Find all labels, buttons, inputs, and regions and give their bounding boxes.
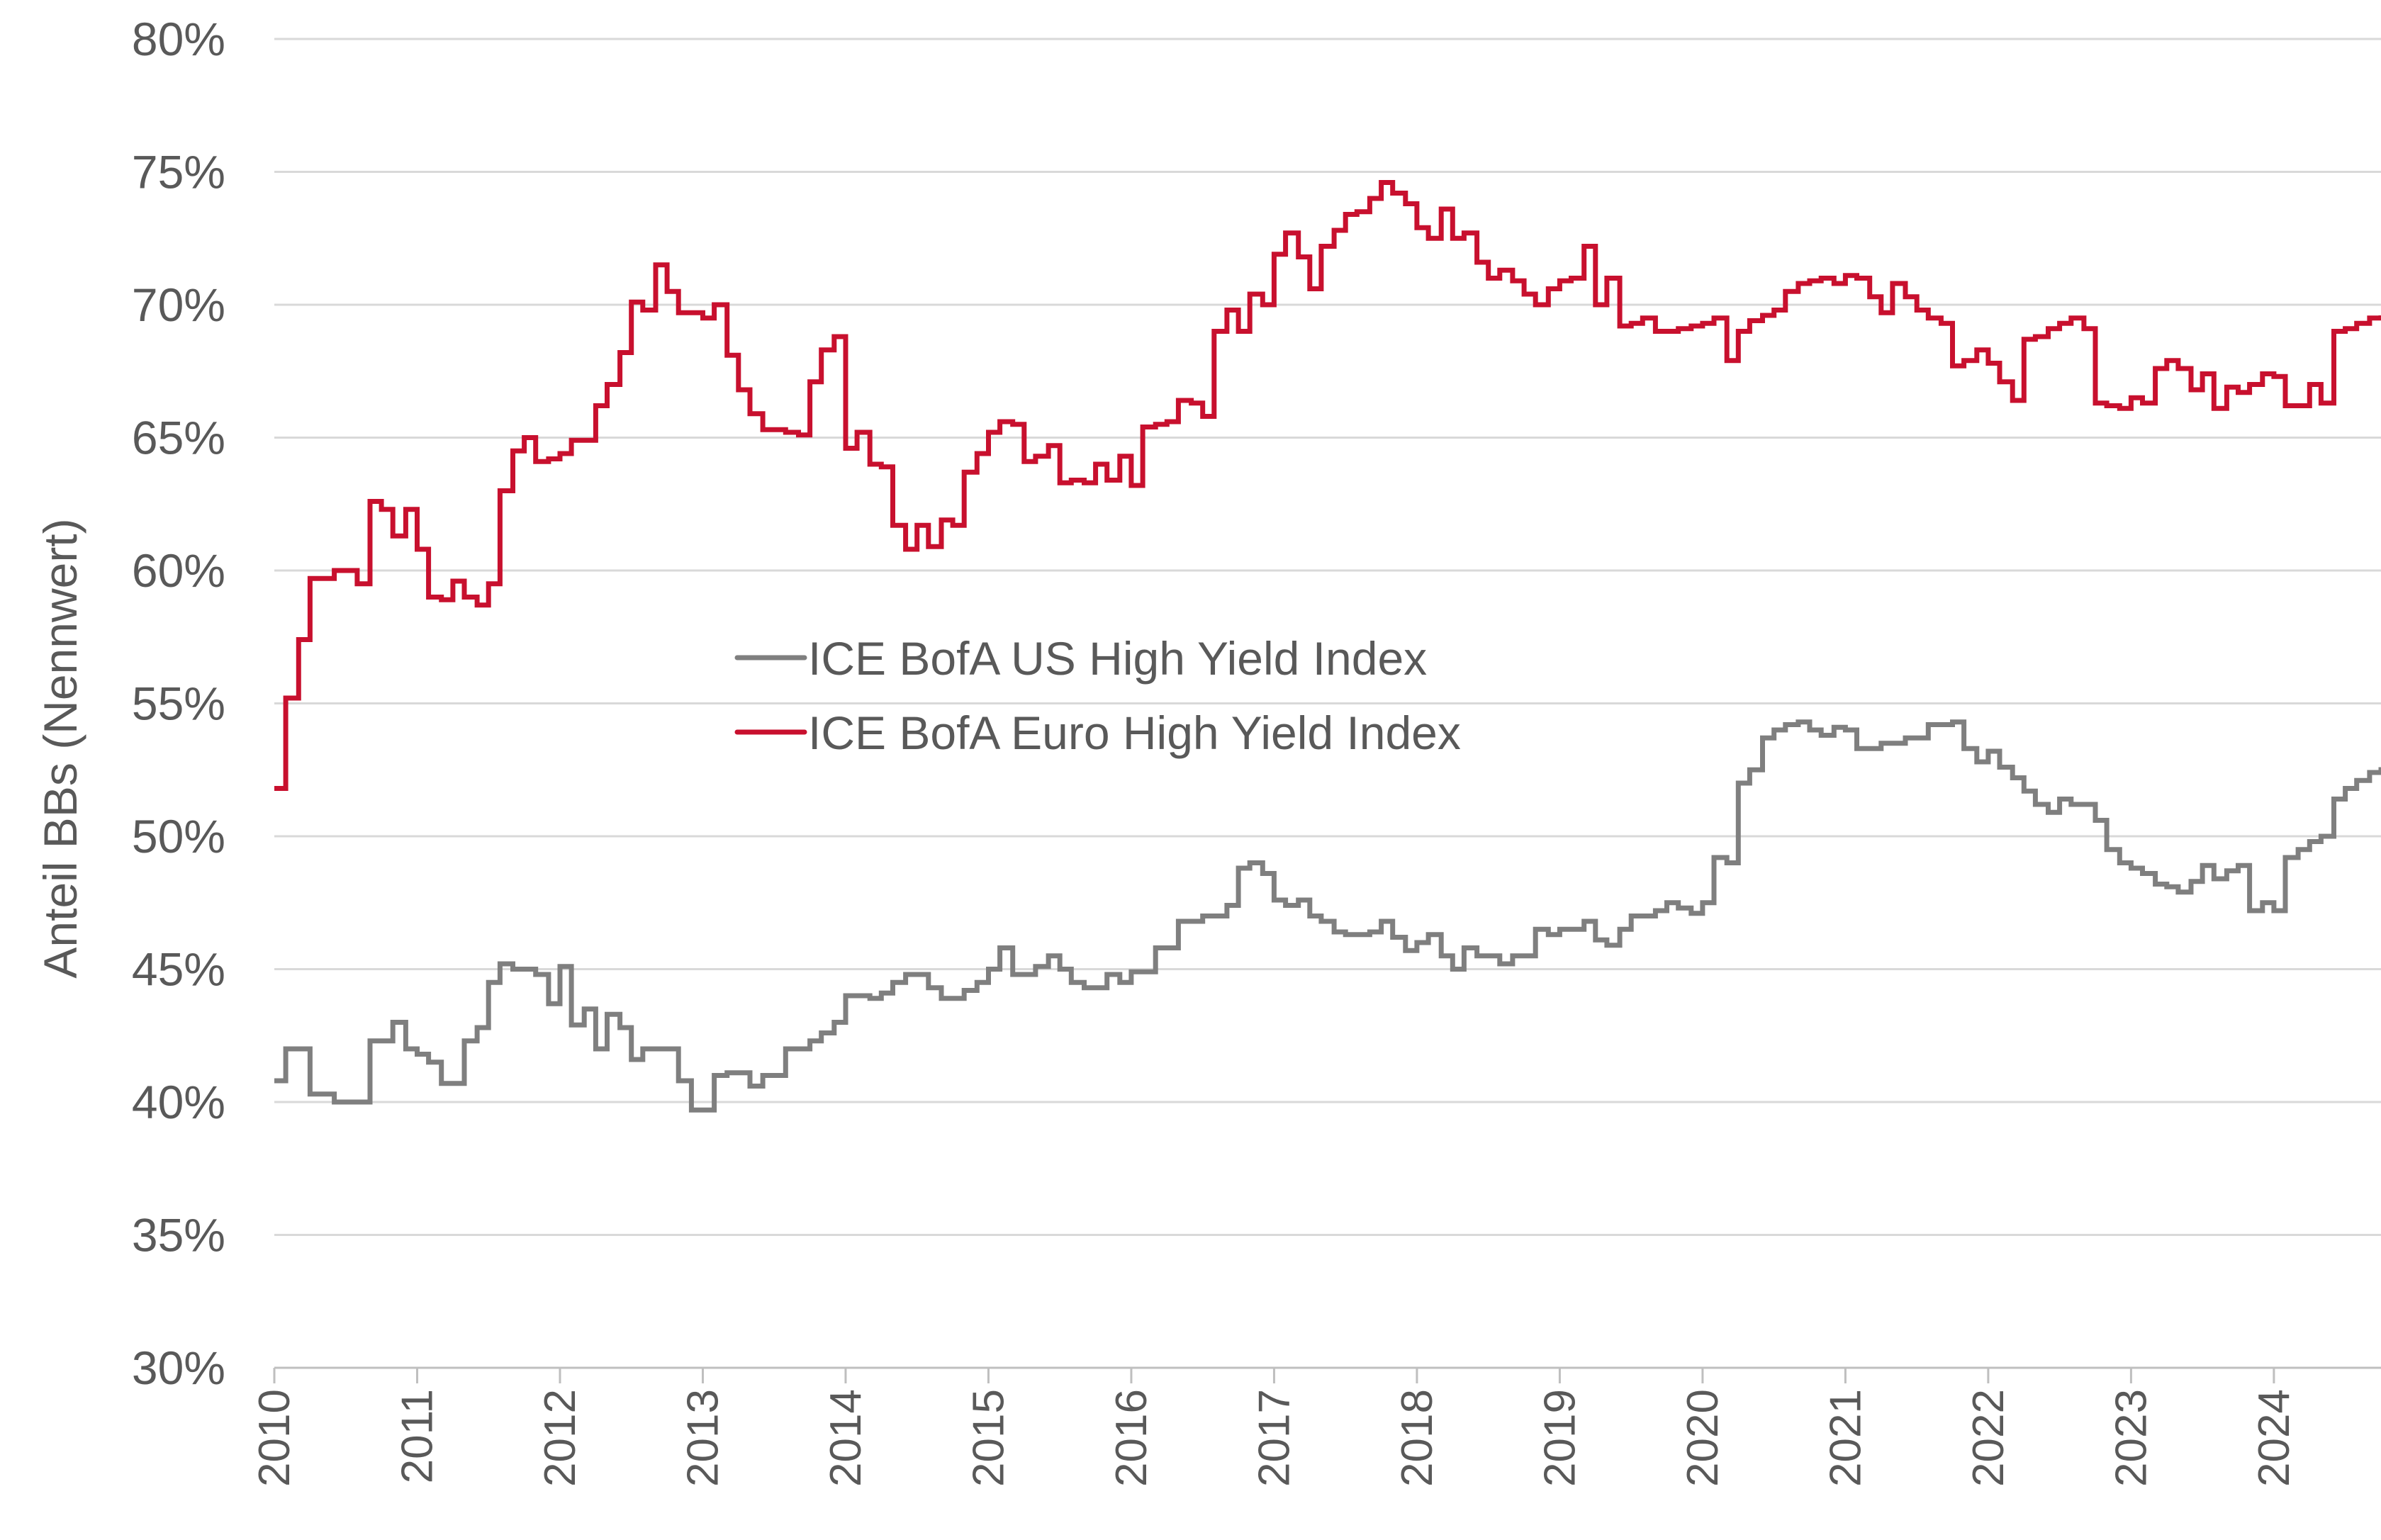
legend-label-us: ICE BofA US High Yield Index xyxy=(808,632,1427,685)
x-tick-label: 2018 xyxy=(1393,1389,1442,1487)
x-tick-label: 2019 xyxy=(1535,1389,1584,1487)
x-tick-label: 2020 xyxy=(1679,1389,1727,1487)
y-tick-label: 75% xyxy=(132,146,225,198)
y-tick-label: 35% xyxy=(132,1209,225,1261)
x-tick-label: 2023 xyxy=(2107,1389,2156,1487)
x-tick-label: 2017 xyxy=(1250,1389,1299,1487)
x-tick-label: 2012 xyxy=(536,1389,585,1487)
legend: ICE BofA US High Yield Index ICE BofA Eu… xyxy=(734,632,1461,759)
x-tick-label: 2016 xyxy=(1107,1389,1156,1487)
y-tick-label: 80% xyxy=(132,13,225,65)
x-axis: 2010 2011 2012 2013 2014 2015 2016 2017 2018 2019… xyxy=(250,1366,2381,1487)
x-tick-label: 2015 xyxy=(964,1389,1013,1487)
y-tick-label: 45% xyxy=(132,943,225,996)
x-tick-label: 2010 xyxy=(250,1389,299,1487)
y-tick-label: 55% xyxy=(132,678,225,730)
series-line-euro-high-yield xyxy=(274,180,2381,791)
y-axis-tick-labels: 30% 35% 40% 45% 50% 55% 60% 65% 70% 75% 80% xyxy=(132,13,225,1394)
y-tick-label: 40% xyxy=(132,1076,225,1128)
x-tick-label: 2014 xyxy=(822,1389,870,1487)
y-tick-label: 65% xyxy=(132,412,225,464)
y-tick-label: 60% xyxy=(132,544,225,597)
legend-label-euro: ICE BofA Euro High Yield Index xyxy=(808,707,1461,759)
y-tick-label: 30% xyxy=(132,1342,225,1394)
y-tick-label: 70% xyxy=(132,279,225,331)
x-tick-label: 2022 xyxy=(1964,1389,2013,1487)
x-tick-label: 2024 xyxy=(2250,1389,2299,1487)
x-tick-label: 2021 xyxy=(1821,1389,1870,1487)
y-axis-title: Anteil BBs (Nennwert) xyxy=(34,518,86,978)
x-tick-label: 2011 xyxy=(393,1389,442,1483)
series-lines xyxy=(274,180,2381,1113)
gridlines xyxy=(274,38,2381,1369)
series-line-us-high-yield xyxy=(274,719,2381,1113)
x-tick-label: 2013 xyxy=(678,1389,727,1487)
y-tick-label: 50% xyxy=(132,810,225,862)
